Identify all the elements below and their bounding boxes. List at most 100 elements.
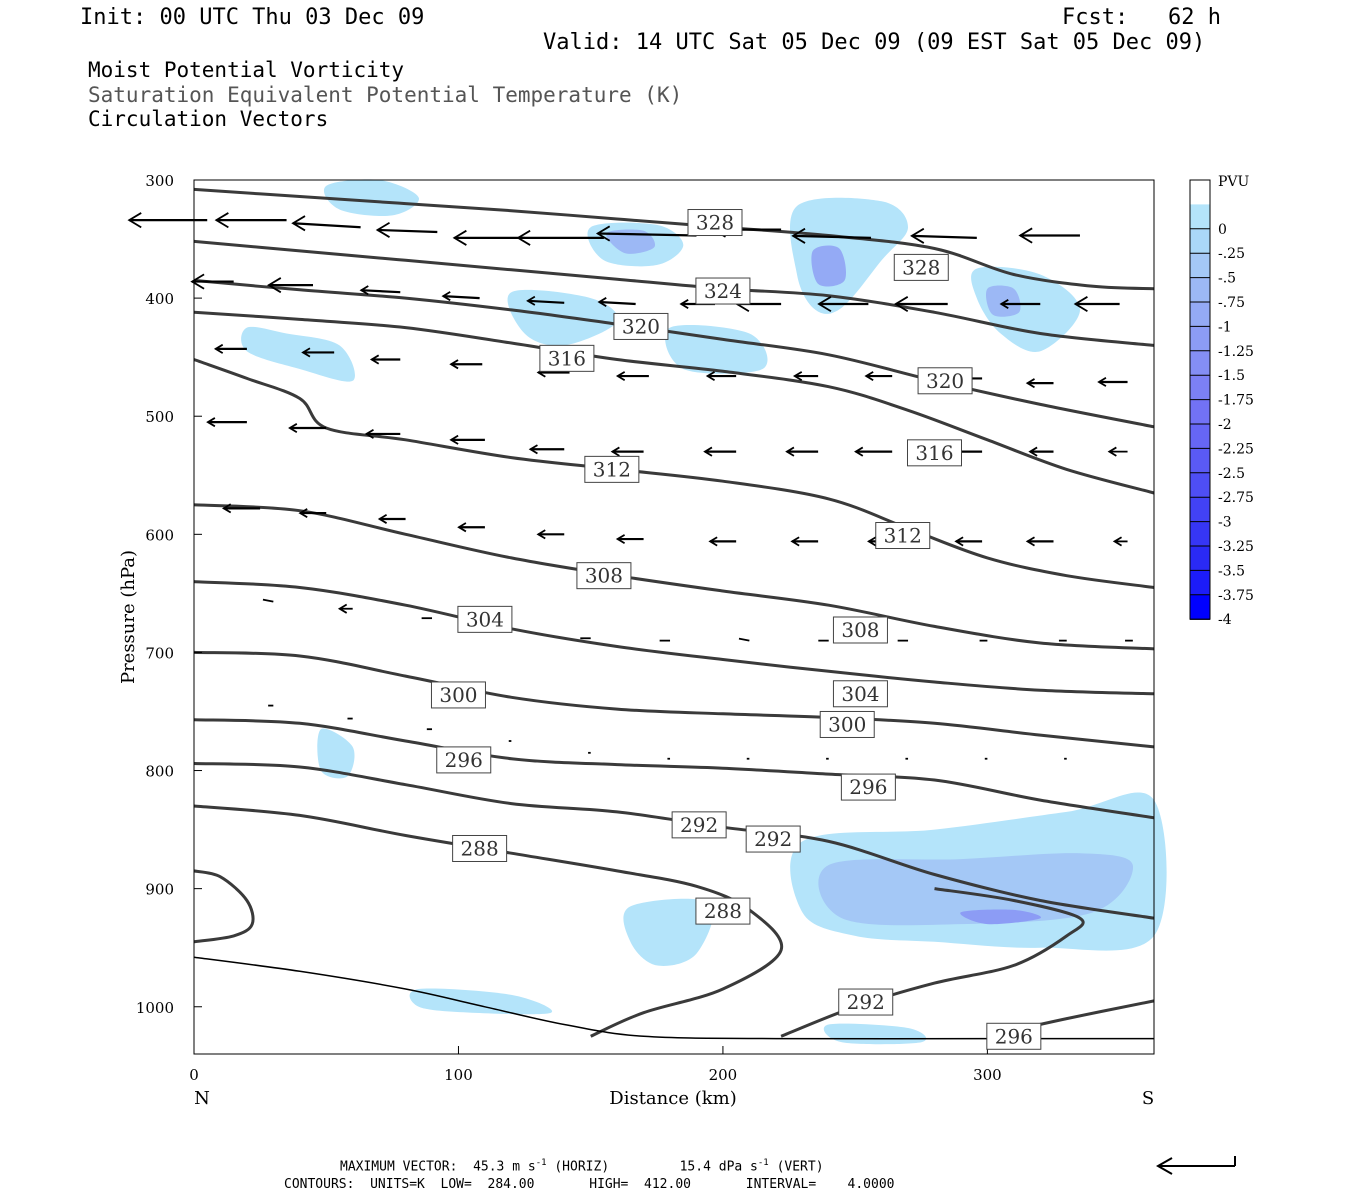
contour-label-box <box>819 710 875 738</box>
colorbar-swatch-12 <box>1190 472 1210 498</box>
contour-300-7 <box>193 650 1155 749</box>
pv-region-14 <box>409 988 553 1015</box>
colorbar-label: -3.75 <box>1218 588 1254 604</box>
contour-label: 308 <box>841 618 879 642</box>
vector-head-9 <box>910 227 925 244</box>
contour-label: 288 <box>461 836 499 860</box>
colorbar-swatch-17 <box>1190 594 1210 620</box>
contour-label: 316 <box>915 441 953 465</box>
colorbar-swatch-5 <box>1190 302 1210 327</box>
contour-label-box <box>576 562 632 590</box>
contour-label: 288 <box>704 899 742 923</box>
vector-head-22 <box>1073 296 1088 312</box>
vector-head-0 <box>127 212 142 229</box>
vector-head-40 <box>610 446 620 457</box>
contour-label-box <box>430 681 486 709</box>
colorbar-label: -1.5 <box>1218 368 1245 384</box>
contour-label: 292 <box>754 827 792 851</box>
vector-head-45 <box>1028 446 1038 457</box>
vector-head-39 <box>528 444 538 455</box>
terrain-line <box>193 956 1154 1040</box>
north-end-label: N <box>194 1088 210 1109</box>
contour-label-box <box>539 344 595 372</box>
contour-label: 308 <box>585 564 623 588</box>
vector-head-23 <box>213 343 224 354</box>
contour-label: 328 <box>696 211 734 235</box>
valid-time: Valid: 14 UTC Sat 05 Dec 09 (09 EST Sat … <box>543 30 1206 55</box>
pv-region-12 <box>960 909 1041 925</box>
vector-59 <box>262 598 274 603</box>
vector-head-8 <box>791 227 806 244</box>
contour-label-box <box>832 616 888 644</box>
contour-label: 296 <box>445 748 483 772</box>
vector-head-14 <box>441 291 451 302</box>
vector-head-12 <box>267 277 282 294</box>
vector-head-38 <box>449 434 459 445</box>
vert-exponent: -1 <box>757 1158 769 1168</box>
field-title-theta-es: Saturation Equivalent Potential Temperat… <box>88 83 683 107</box>
pv-region-5 <box>971 266 1080 353</box>
vector-head-50 <box>457 522 467 533</box>
contour-label: 320 <box>622 314 660 338</box>
vector-head-10 <box>1018 227 1033 244</box>
vector-head-4 <box>452 229 467 246</box>
pv-region-4 <box>811 245 847 287</box>
colorbar-swatch-0 <box>1190 180 1210 205</box>
pv-region-13 <box>623 898 714 966</box>
y-tick-label: 1000 <box>136 999 174 1017</box>
colorbar-swatch-14 <box>1190 521 1210 547</box>
contour-label-box <box>436 746 492 774</box>
vector-head-54 <box>790 536 800 547</box>
contour-label: 304 <box>466 607 504 631</box>
colorbar-label: -2.25 <box>1218 441 1254 457</box>
contour-label: 324 <box>704 279 742 303</box>
vector-head-55 <box>867 536 877 547</box>
contour-288-10 <box>193 804 784 1038</box>
colorbar-label: -.25 <box>1218 246 1245 262</box>
vector-head-31 <box>864 371 874 382</box>
vector-head-60 <box>337 603 348 614</box>
colorbar-label: -1.75 <box>1218 393 1254 409</box>
vector-head-47 <box>221 503 232 514</box>
contour-320-2 <box>193 278 1155 429</box>
colorbar-label: -2.75 <box>1218 490 1254 506</box>
contour-label-box <box>838 988 894 1016</box>
colorbar-label: -1.25 <box>1218 344 1254 360</box>
vector-head-33 <box>1025 378 1035 389</box>
vector-head-1 <box>214 212 229 229</box>
field-title-vectors: Circulation Vectors <box>88 107 329 131</box>
plot-frame <box>193 179 1155 1055</box>
contour-label: 300 <box>439 683 477 707</box>
max-vector-horiz: 45.3 m s <box>473 1159 536 1175</box>
x-tick-label: 0 <box>189 1066 199 1084</box>
vector-head-53 <box>708 536 718 547</box>
colorbar-swatch-10 <box>1190 424 1210 449</box>
reference-vector <box>1155 1156 1236 1175</box>
contour-label: 320 <box>926 369 964 393</box>
y-tick-label: 900 <box>145 881 174 899</box>
contour-label-box <box>906 439 962 467</box>
vector-head-30 <box>792 371 803 382</box>
vector-head-36 <box>288 423 298 433</box>
contour-label: 312 <box>884 524 922 548</box>
vector-head-49 <box>377 513 388 524</box>
pv-region-11 <box>818 853 1134 926</box>
pv-region-6 <box>985 285 1021 317</box>
y-tick-label: 700 <box>145 644 174 662</box>
max-vector-line: MAXIMUM VECTOR: 45.3 m s-1 (HORIZ) 15.4 … <box>340 1158 824 1174</box>
vector-head-20 <box>893 296 909 312</box>
vector-6 <box>597 232 697 237</box>
field-title-mpv: Moist Potential Vorticity <box>88 58 405 82</box>
contour-308-5 <box>193 503 1155 651</box>
vector-head-52 <box>615 534 626 545</box>
contour-label-box <box>687 209 743 237</box>
vector-head-28 <box>615 371 626 382</box>
contour-label: 304 <box>841 682 879 706</box>
vector-head-3 <box>375 221 390 238</box>
max-vector-vert: 15.4 dPa s <box>679 1159 758 1175</box>
x-tick-label: 200 <box>709 1066 738 1084</box>
vector-head-16 <box>597 297 607 307</box>
colorbar-swatch-3 <box>1190 253 1210 279</box>
contour-316-3 <box>193 310 1155 495</box>
